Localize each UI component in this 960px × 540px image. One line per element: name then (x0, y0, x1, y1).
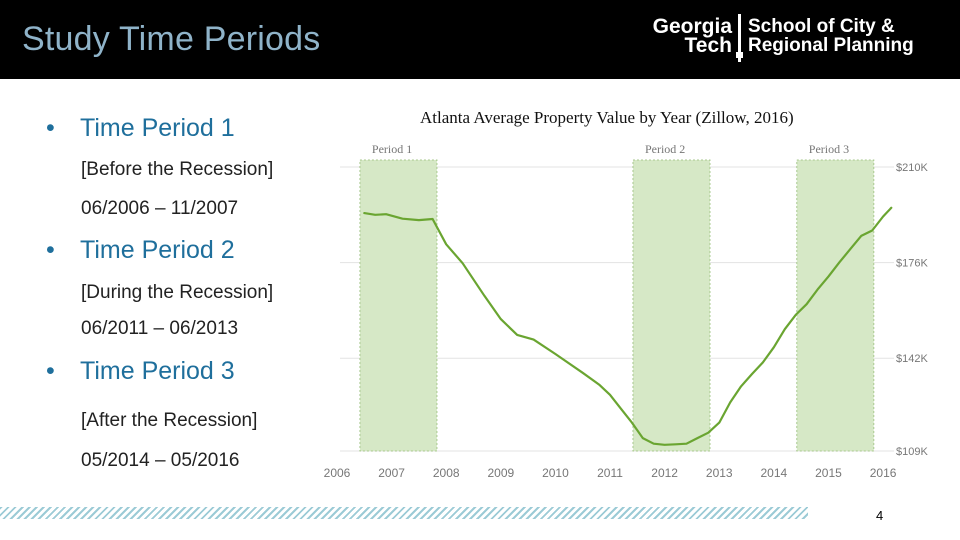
logo-school-name: School of City & Regional Planning (748, 17, 914, 55)
logo-divider-bar (738, 14, 741, 62)
x-tick-label: 2014 (761, 466, 788, 480)
logo-line-georgia: Georgia (652, 15, 732, 38)
page-number: 4 (876, 508, 884, 523)
bullet-note: [Before the Recession] (81, 159, 274, 180)
x-tick-label: 2009 (487, 466, 514, 480)
bullet-heading-text: Time Period 3 (80, 357, 235, 385)
bullet-heading: • Time Period 2 (46, 236, 235, 265)
logo-school-line2: Regional Planning (748, 35, 914, 56)
logo-school-line1: School of City & (748, 16, 895, 37)
bullet-dates: 05/2014 – 05/2016 (81, 450, 240, 471)
bullet-dot: • (46, 236, 55, 264)
logo-line-tech: Tech (684, 34, 732, 57)
property-value-line (363, 206, 893, 446)
bullet-heading: • Time Period 1 (46, 114, 235, 143)
page-title: Study Time Periods (22, 20, 321, 58)
period-band (796, 159, 875, 452)
y-tick-label: $176K (896, 258, 928, 270)
bullet-dot: • (46, 114, 55, 142)
x-tick-label: 2008 (433, 466, 460, 480)
bullet-heading: • Time Period 3 (46, 357, 235, 386)
footer-stripe-band (0, 507, 808, 519)
bullet-dates: 06/2011 – 06/2013 (81, 318, 239, 339)
y-tick-label: $210K (896, 162, 928, 174)
period-label: Period 2 (645, 142, 685, 156)
bullet-dot: • (46, 357, 55, 385)
x-tick-label: 2013 (706, 466, 733, 480)
period-label: Period 1 (372, 142, 412, 156)
x-tick-label: 2015 (815, 466, 842, 480)
x-tick-label: 2007 (378, 466, 405, 480)
bullet-heading-text: Time Period 2 (80, 236, 235, 264)
period-band (632, 159, 711, 452)
x-tick-label: 2016 (870, 466, 897, 480)
bullet-note: [During the Recession] (81, 282, 274, 303)
x-tick-label: 2011 (597, 466, 623, 480)
period-label: Period 3 (809, 142, 849, 156)
chart-title: Atlanta Average Property Value by Year (… (420, 108, 794, 127)
bullet-heading-text: Time Period 1 (80, 114, 235, 142)
x-tick-label: 2012 (651, 466, 678, 480)
logo-wordmark: Georgia Tech (632, 15, 732, 57)
y-tick-label: $142K (896, 353, 928, 365)
x-tick-label: 2006 (324, 466, 351, 480)
header-bar: Study Time Periods Georgia Tech School o… (0, 0, 960, 79)
bullet-note: [After the Recession] (81, 410, 258, 431)
period-band (359, 159, 438, 452)
x-tick-label: 2010 (542, 466, 569, 480)
logo-divider-tip (736, 52, 743, 58)
bullet-dates: 06/2006 – 11/2007 (81, 198, 239, 219)
y-tick-label: $109K (896, 446, 928, 458)
